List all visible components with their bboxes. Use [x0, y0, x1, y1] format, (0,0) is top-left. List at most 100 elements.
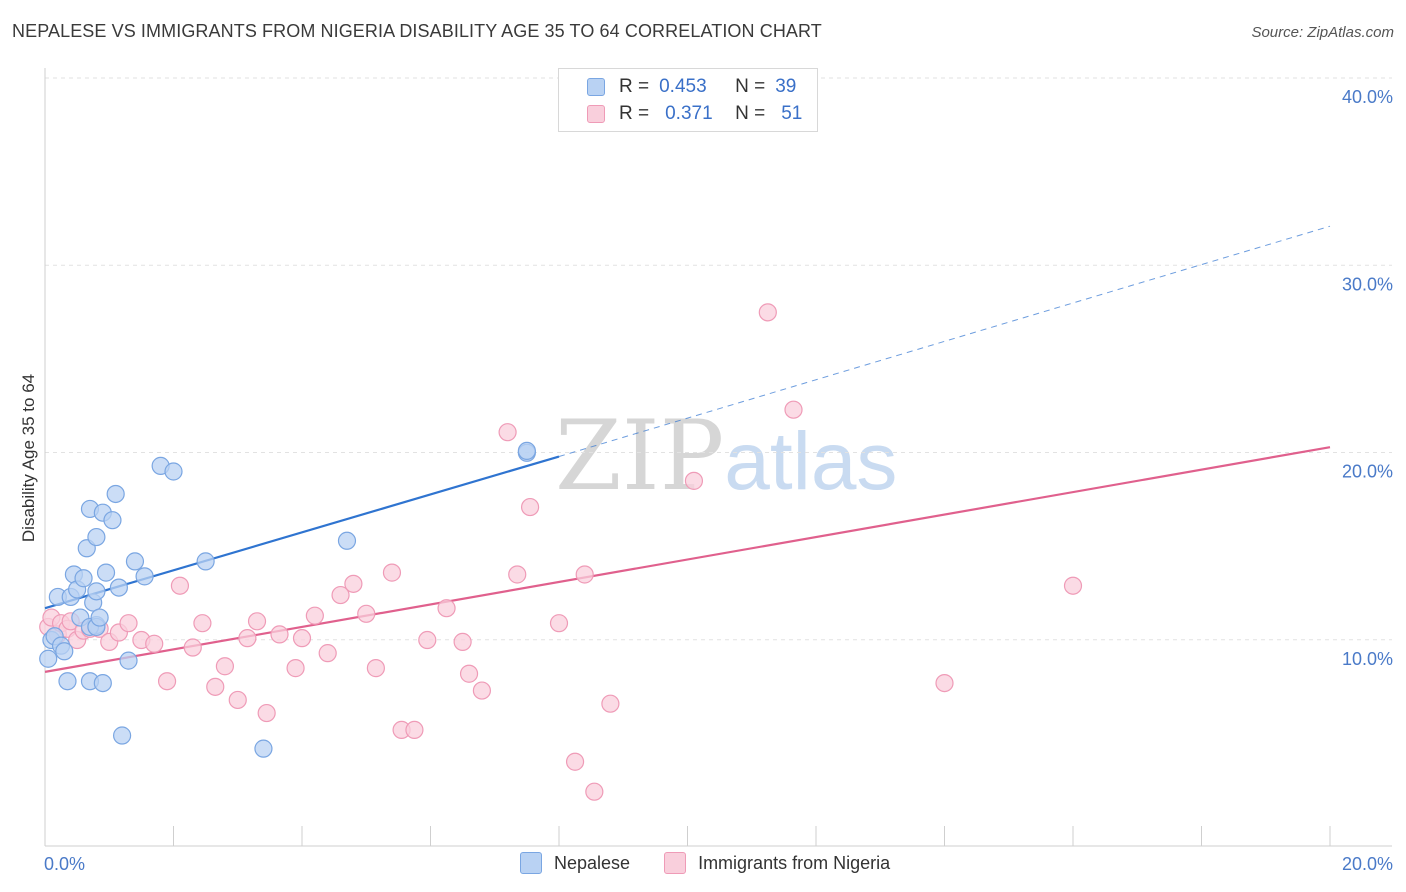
- point-nigeria: [585, 782, 604, 801]
- point-nepalese: [55, 642, 74, 661]
- bottom-legend-item-nigeria: Immigrants from Nigeria: [664, 852, 890, 874]
- point-nigeria: [498, 423, 517, 442]
- point-nigeria: [215, 657, 234, 676]
- point-nepalese: [135, 567, 154, 586]
- tick-labels: 10.0% 20.0% 30.0% 40.0% 0.0% 20.0%: [44, 87, 1393, 874]
- x-tick-label-max: 20.0%: [1342, 854, 1393, 874]
- point-nigeria: [418, 630, 437, 650]
- point-nepalese: [58, 672, 77, 691]
- point-nigeria: [170, 576, 190, 595]
- legend-r-value-nepalese: 0.453: [659, 76, 707, 97]
- point-nigeria: [366, 659, 385, 678]
- point-nepalese: [254, 739, 273, 758]
- point-nigeria: [459, 664, 479, 683]
- point-nigeria: [508, 565, 527, 584]
- point-nepalese: [39, 649, 58, 668]
- point-nigeria: [270, 625, 289, 644]
- axes: [44, 68, 1392, 847]
- legend-swatch-nepalese: [587, 78, 605, 96]
- point-nigeria: [183, 638, 202, 657]
- legend-swatch-nigeria: [587, 105, 605, 123]
- point-nepalese: [87, 582, 106, 601]
- grid-lines: [45, 77, 1392, 641]
- y-tick-label: 30.0%: [1342, 274, 1393, 294]
- bottom-legend-label-nigeria: Immigrants from Nigeria: [698, 852, 891, 873]
- bottom-legend-swatch-nepalese: [520, 852, 542, 874]
- point-nigeria: [405, 720, 424, 740]
- y-tick-label: 10.0%: [1342, 649, 1393, 669]
- point-nigeria: [684, 471, 704, 490]
- point-nepalese: [93, 673, 112, 693]
- trend-line-nepalese: [44, 455, 560, 610]
- point-nigeria: [437, 599, 456, 618]
- point-nepalese: [125, 552, 145, 571]
- watermark-atlas: atlas: [724, 416, 898, 507]
- point-nigeria: [601, 694, 620, 713]
- legend: R = 0.453 N = 39 R = 0.371 N = 51: [558, 68, 818, 132]
- y-tick-label: 40.0%: [1342, 87, 1393, 107]
- point-nigeria: [257, 703, 276, 723]
- point-nigeria: [575, 565, 594, 584]
- bottom-legend: Nepalese Immigrants from Nigeria: [520, 852, 924, 874]
- point-nigeria: [472, 681, 491, 700]
- legend-r-value-nigeria: 0.371: [665, 103, 713, 124]
- point-nigeria: [157, 672, 177, 691]
- point-nigeria: [206, 677, 225, 696]
- point-nigeria: [382, 563, 402, 582]
- legend-row-nepalese: R = 0.453 N = 39: [559, 74, 796, 100]
- watermark-zip: ZIP: [555, 400, 725, 512]
- point-nigeria: [119, 614, 138, 633]
- legend-n-value-nepalese: 39: [775, 76, 797, 97]
- point-nigeria: [784, 400, 803, 419]
- point-nepalese: [337, 531, 357, 550]
- point-nigeria: [238, 629, 257, 648]
- point-nigeria: [1063, 576, 1083, 595]
- point-nepalese: [103, 511, 122, 530]
- point-nigeria: [453, 632, 472, 651]
- point-nigeria: [549, 614, 569, 633]
- legend-r-label: R =: [619, 76, 650, 97]
- point-nepalese: [164, 462, 183, 481]
- trend-line-nigeria: [44, 446, 1331, 673]
- point-nigeria: [344, 574, 363, 593]
- point-nigeria: [193, 614, 212, 633]
- point-nepalese: [109, 578, 128, 597]
- point-nepalese: [74, 569, 93, 588]
- point-nigeria: [935, 673, 954, 693]
- point-nigeria: [331, 585, 350, 605]
- legend-row-nigeria: R = 0.371 N = 51: [559, 101, 802, 127]
- chart-title: NEPALESE VS IMMIGRANTS FROM NIGERIA DISA…: [12, 21, 822, 41]
- point-nepalese: [517, 441, 536, 461]
- x-tick-label-min: 0.0%: [44, 854, 85, 874]
- point-nigeria: [247, 612, 267, 631]
- point-nigeria: [318, 644, 337, 663]
- legend-r-label: R =: [619, 103, 650, 124]
- bottom-legend-swatch-nigeria: [664, 852, 687, 874]
- point-nigeria: [145, 634, 164, 653]
- point-nigeria: [286, 659, 305, 678]
- legend-n-label: N =: [735, 103, 766, 124]
- point-nepalese: [196, 552, 215, 571]
- point-nepalese: [119, 651, 138, 670]
- y-axis-label: Disability Age 35 to 64: [19, 374, 38, 542]
- legend-n-value-nigeria: 51: [781, 103, 803, 124]
- trend-lines: [44, 225, 1331, 673]
- trend-line-nepalese-extension: [558, 225, 1331, 457]
- point-nepalese: [106, 484, 125, 504]
- source-credit: Source: ZipAtlas.com: [1251, 24, 1394, 41]
- point-nigeria: [357, 604, 376, 623]
- point-nigeria: [520, 497, 540, 517]
- legend-n-label: N =: [735, 76, 766, 97]
- point-nigeria: [305, 606, 324, 625]
- point-nigeria: [758, 303, 777, 322]
- y-tick-label: 20.0%: [1342, 462, 1393, 482]
- point-nepalese: [87, 527, 106, 547]
- bottom-legend-item-nepalese: Nepalese: [520, 852, 630, 874]
- point-nepalese: [90, 608, 109, 627]
- point-nigeria: [228, 690, 247, 710]
- point-nepalese: [96, 563, 116, 582]
- point-nigeria: [565, 752, 585, 771]
- point-nigeria: [292, 629, 312, 648]
- bottom-legend-label-nepalese: Nepalese: [554, 852, 631, 873]
- watermark: ZIPatlas: [555, 400, 897, 512]
